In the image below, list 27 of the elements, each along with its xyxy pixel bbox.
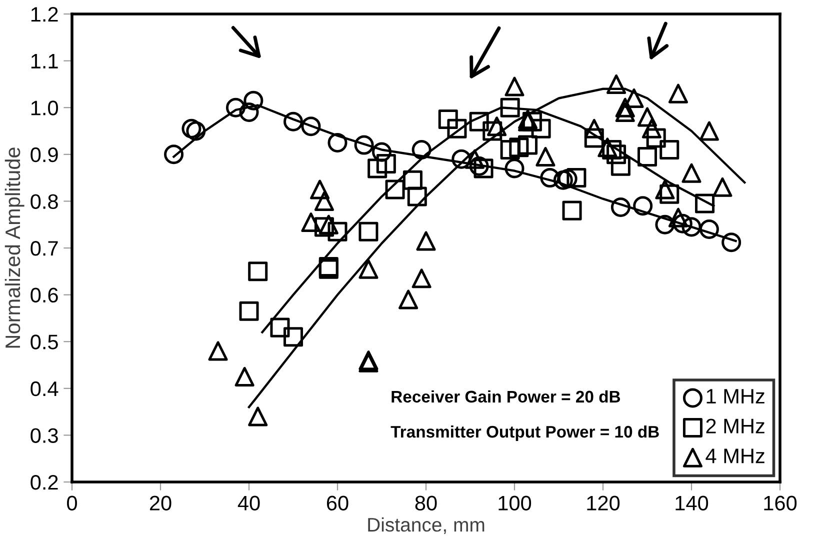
y-axis-title: Normalized Amplitude [4,148,24,348]
legend-label: 1 MHz [706,389,764,404]
x-tick-label: 160 [764,496,797,510]
y-tick-label: 0.6 [30,288,58,303]
y-tick-label: 0.5 [30,334,58,350]
x-axis-title: Distance, mm [368,517,484,534]
x-tick-label: 0 [67,496,77,510]
x-tick-label: 40 [238,496,260,510]
x-tick-label: 20 [150,496,172,510]
x-tick-label: 140 [676,496,708,510]
legend-label: 4 MHz [706,448,764,464]
annotation: Receiver Gain Power = 20 dB [392,390,620,403]
y-tick-label: 0.8 [30,194,58,209]
y-tick-label: 0.9 [30,147,58,162]
x-tick-label: 100 [498,496,532,510]
y-tick-label: 0.4 [30,381,58,396]
y-tick-label: 0.3 [30,428,58,443]
y-tick-label: 1.1 [31,54,58,68]
y-tick-label: 1.2 [31,7,58,22]
x-tick-label: 60 [326,496,348,510]
y-tick-label: 0.7 [30,241,58,256]
legend-label: 2 MHz [706,418,764,434]
annotation: Transmitter Output Power = 10 dB [390,425,659,441]
x-tick-label: 80 [415,496,437,510]
y-tick-label: 1.0 [31,100,58,116]
x-tick-label: 120 [587,496,620,510]
y-tick-label: 0.2 [30,475,58,490]
